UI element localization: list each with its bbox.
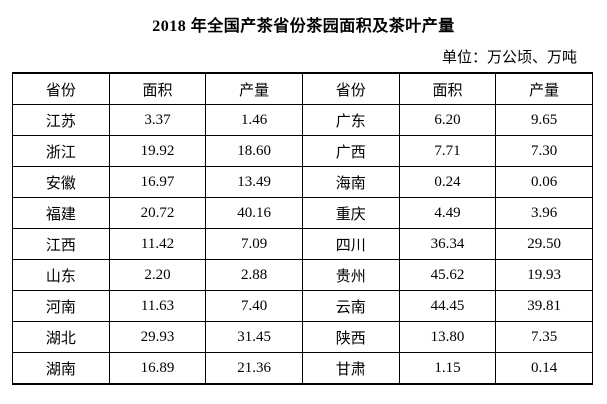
area-cell: 20.72 <box>108 197 207 229</box>
province-cell: 广西 <box>301 135 400 167</box>
province-cell: 陕西 <box>301 321 400 353</box>
production-cell: 0.14 <box>495 352 593 385</box>
production-cell: 2.88 <box>205 259 303 291</box>
province-cell: 甘肃 <box>301 352 400 385</box>
province-cell: 浙江 <box>12 135 110 167</box>
province-cell: 四川 <box>301 228 400 260</box>
column-header-area: 面积 <box>108 72 207 105</box>
header-row: 省份 面积 产量 省份 面积 产量 <box>12 72 593 105</box>
production-cell: 7.40 <box>205 290 303 322</box>
production-cell: 9.65 <box>495 104 593 136</box>
table-row: 湖北 29.93 31.45 陕西 13.80 7.35 <box>12 321 593 353</box>
area-cell: 16.97 <box>108 166 207 198</box>
column-header-production: 产量 <box>205 72 303 105</box>
table-row: 湖南 16.89 21.36 甘肃 1.15 0.14 <box>12 352 593 385</box>
production-cell: 21.36 <box>205 352 303 385</box>
production-cell: 7.30 <box>495 135 593 167</box>
province-cell: 安徽 <box>12 166 110 198</box>
province-cell: 江苏 <box>12 104 110 136</box>
area-cell: 1.15 <box>398 352 497 385</box>
unit-note: 单位：万公顷、万吨 <box>441 50 577 66</box>
table-title: 2018 年全国产茶省份茶园面积及茶叶产量 <box>152 18 455 35</box>
area-cell: 19.92 <box>108 135 207 167</box>
province-cell: 山东 <box>12 259 110 291</box>
production-cell: 39.81 <box>495 290 593 322</box>
table-row: 山东 2.20 2.88 贵州 45.62 19.93 <box>12 259 593 291</box>
production-cell: 18.60 <box>205 135 303 167</box>
province-cell: 河南 <box>12 290 110 322</box>
area-cell: 0.24 <box>398 166 497 198</box>
province-cell: 江西 <box>12 228 110 260</box>
column-header-production: 产量 <box>495 72 593 105</box>
area-cell: 16.89 <box>108 352 207 385</box>
area-cell: 45.62 <box>398 259 497 291</box>
area-cell: 7.71 <box>398 135 497 167</box>
table-row: 福建 20.72 40.16 重庆 4.49 3.96 <box>12 197 593 229</box>
area-cell: 29.93 <box>108 321 207 353</box>
area-cell: 4.49 <box>398 197 497 229</box>
province-cell: 湖南 <box>12 352 110 385</box>
production-cell: 31.45 <box>205 321 303 353</box>
column-header-area: 面积 <box>398 72 497 105</box>
province-cell: 广东 <box>301 104 400 136</box>
production-cell: 0.06 <box>495 166 593 198</box>
province-cell: 贵州 <box>301 259 400 291</box>
area-cell: 2.20 <box>108 259 207 291</box>
production-cell: 1.46 <box>205 104 303 136</box>
column-header-province: 省份 <box>301 72 400 105</box>
column-header-province: 省份 <box>12 72 110 105</box>
province-cell: 福建 <box>12 197 110 229</box>
production-cell: 40.16 <box>205 197 303 229</box>
province-cell: 重庆 <box>301 197 400 229</box>
table-row: 浙江 19.92 18.60 广西 7.71 7.30 <box>12 135 593 167</box>
production-cell: 3.96 <box>495 197 593 229</box>
tea-data-table: 省份 面积 产量 省份 面积 产量 江苏 3.37 1.46 广东 6.20 9… <box>12 72 593 385</box>
area-cell: 11.42 <box>108 228 207 260</box>
production-cell: 29.50 <box>495 228 593 260</box>
production-cell: 13.49 <box>205 166 303 198</box>
area-cell: 6.20 <box>398 104 497 136</box>
production-cell: 7.35 <box>495 321 593 353</box>
area-cell: 36.34 <box>398 228 497 260</box>
table-row: 安徽 16.97 13.49 海南 0.24 0.06 <box>12 166 593 198</box>
province-cell: 海南 <box>301 166 400 198</box>
area-cell: 44.45 <box>398 290 497 322</box>
table-row: 江西 11.42 7.09 四川 36.34 29.50 <box>12 228 593 260</box>
province-cell: 云南 <box>301 290 400 322</box>
area-cell: 13.80 <box>398 321 497 353</box>
production-cell: 19.93 <box>495 259 593 291</box>
production-cell: 7.09 <box>205 228 303 260</box>
table-row: 江苏 3.37 1.46 广东 6.20 9.65 <box>12 104 593 136</box>
province-cell: 湖北 <box>12 321 110 353</box>
table-row: 河南 11.63 7.40 云南 44.45 39.81 <box>12 290 593 322</box>
area-cell: 11.63 <box>108 290 207 322</box>
area-cell: 3.37 <box>108 104 207 136</box>
